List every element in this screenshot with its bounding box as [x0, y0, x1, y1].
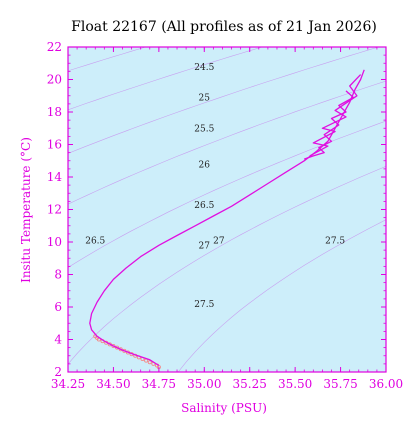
y-tick-label: 10: [47, 235, 62, 249]
contour-label: 27: [213, 237, 225, 247]
contour-label: 25.5: [194, 125, 214, 135]
x-tick-label: 36.00: [369, 377, 403, 391]
chart-title: Float 22167 (All profiles as of 21 Jan 2…: [71, 19, 377, 35]
density-contour-line: [177, 219, 386, 372]
plot-area: 24.5 25 25.5 26 26.5 26.5 27 27 27.5 27.5: [23, 0, 414, 373]
x-tick-label: 35.25: [233, 377, 267, 391]
density-contour-line: [68, 47, 264, 111]
contour-label: 26.5: [85, 237, 105, 247]
x-tick-label: 34.50: [96, 377, 130, 391]
y-tick-label: 20: [47, 73, 62, 87]
y-tick-label: 14: [47, 170, 63, 184]
density-contour-line: [23, 0, 414, 15]
density-contour-line: [68, 47, 380, 154]
y-axis-label: Insitu Temperature (°C): [19, 137, 33, 283]
y-tick-label: 22: [47, 40, 62, 54]
y-tick-label: 6: [54, 300, 62, 314]
deep-data-point: [147, 360, 152, 365]
x-tick-label: 35.75: [323, 377, 357, 391]
profile-line: [303, 90, 354, 160]
contour-label: 25: [199, 94, 211, 104]
x-tick-label: 34.75: [142, 377, 176, 391]
contour-label: 27.5: [194, 300, 214, 310]
x-tick-label: 35.50: [278, 377, 312, 391]
y-tick-label: 16: [47, 138, 62, 152]
y-tick-label: 4: [54, 333, 62, 347]
density-contour-line: [68, 47, 147, 72]
contour-label: 26: [199, 160, 211, 170]
plot-background: [68, 47, 386, 372]
x-tick-label: 34.25: [51, 377, 85, 391]
profile-line: [89, 69, 365, 367]
x-axis-label: Salinity (PSU): [181, 401, 267, 415]
plot-inner: 24.5 25 25.5 26 26.5 26.5 27 27 27.5 27.5: [23, 0, 414, 372]
deep-data-point: [111, 343, 116, 349]
y-tick-label: 8: [54, 268, 62, 282]
density-contour-line: [68, 165, 386, 365]
contour-label: 24.5: [194, 63, 214, 73]
y-tick-label: 12: [47, 203, 62, 217]
y-tick-label: 18: [47, 105, 62, 119]
y-tick-label: 2: [54, 365, 62, 379]
profile-line: [309, 74, 362, 157]
x-tick-label: 35.00: [187, 377, 221, 391]
density-contour-line: [68, 120, 386, 268]
contour-label: 26.5: [194, 201, 214, 211]
contour-label: 27.5: [325, 237, 345, 247]
density-contour-line: [68, 80, 386, 205]
contour-label: 27: [199, 242, 211, 252]
axis-ticks: 34.25 34.50 34.75 35.00 35.25 35.50 35.75 36.00…: [47, 40, 403, 391]
